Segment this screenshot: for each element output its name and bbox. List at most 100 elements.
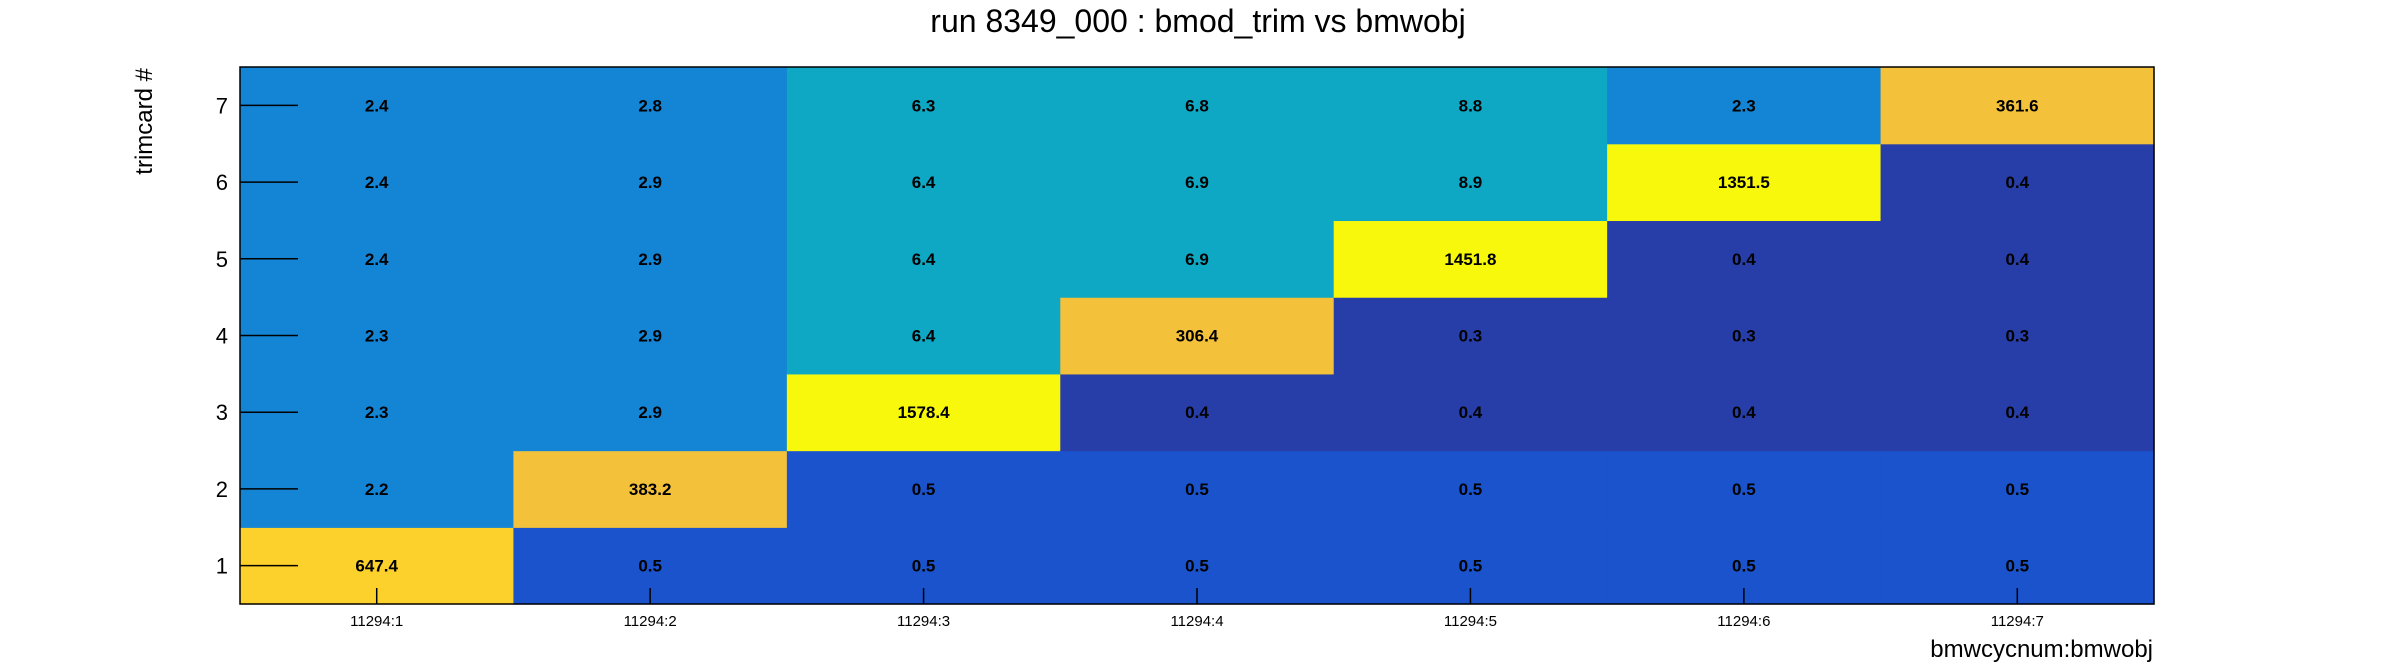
y-tick-label: 7 (216, 93, 228, 118)
heatmap-cell (513, 143, 788, 222)
heatmap-cell (513, 67, 788, 145)
x-tick-label: 11294:7 (1991, 613, 2044, 630)
y-axis-title: trimcard # (131, 67, 158, 174)
cell-value-label: 0.3 (1732, 327, 1756, 346)
cell-value-label: 2.9 (638, 173, 662, 192)
heatmap-cell (1333, 220, 1608, 298)
cell-value-label: 0.5 (1732, 557, 1756, 576)
heatmap-cell (786, 67, 1061, 145)
x-tick-label: 11294:5 (1444, 613, 1497, 630)
cell-value-label: 6.8 (1185, 96, 1209, 115)
heatmap-cell (786, 143, 1061, 222)
heatmap-cell (1333, 67, 1608, 145)
heatmap-cell (1880, 450, 2155, 528)
cell-value-label: 0.4 (1185, 403, 1209, 422)
x-axis-title: bmwcycnum:bmwobj (1930, 636, 2153, 663)
cell-value-label: 0.4 (2005, 173, 2029, 192)
cell-value-label: 6.9 (1185, 250, 1209, 269)
heatmap-cell (1880, 67, 2155, 145)
heatmap-cell (513, 220, 788, 298)
cell-value-label: 0.5 (912, 557, 936, 576)
heatmap-cell (513, 373, 788, 452)
plot-frame (239, 66, 2155, 605)
heatmap-cell (1880, 143, 2155, 222)
cell-value-label: 2.4 (365, 173, 389, 192)
heatmap-cell (1333, 143, 1608, 222)
cell-value-label: 6.3 (912, 96, 936, 115)
heatmap-cell (513, 297, 788, 375)
x-tick-label: 11294:3 (897, 613, 950, 630)
heatmap-cell (1607, 67, 1882, 145)
y-tick-label: 2 (216, 477, 228, 502)
cell-value-label: 6.4 (912, 250, 936, 269)
cell-value-label: 2.3 (365, 327, 389, 346)
heatmap-cell (1060, 373, 1335, 452)
cell-value-label: 0.5 (2005, 480, 2029, 499)
heatmap-cell (1607, 143, 1882, 222)
heatmap-cell (1607, 297, 1882, 375)
cell-value-label: 6.4 (912, 327, 936, 346)
heatmap-cell (1060, 450, 1335, 528)
cell-value-label: 0.3 (1459, 327, 1483, 346)
cell-value-label: 0.4 (1459, 403, 1483, 422)
cell-value-label: 2.2 (365, 480, 389, 499)
heatmap-cell (1060, 67, 1335, 145)
axis-ticks: 1 2 3 4 5 6 7 11294:1 11294:2 11294:3 11294:4 11294… (216, 93, 2044, 630)
cell-value-label: 0.5 (2005, 557, 2029, 576)
heatmap-cell (786, 373, 1061, 452)
y-tick-label: 3 (216, 400, 228, 425)
cell-value-label: 8.9 (1459, 173, 1483, 192)
heatmap-cell (786, 297, 1061, 375)
y-tick-label: 1 (216, 554, 228, 579)
heatmap-cell (513, 450, 788, 528)
x-tick-label: 11294:1 (350, 613, 403, 630)
cell-value-label: 0.5 (638, 557, 662, 576)
heatmap-cell (1607, 220, 1882, 298)
cell-value-label: 1578.4 (898, 403, 951, 422)
heatmap-cell (1333, 450, 1608, 528)
cell-value-label: 0.5 (1185, 557, 1209, 576)
heatmap-cell (786, 220, 1061, 298)
heatmap-cell (1333, 373, 1608, 452)
heatmap-cell (1607, 373, 1882, 452)
heatmap-cell (1060, 143, 1335, 222)
cell-value-label: 2.9 (638, 327, 662, 346)
cell-value-label: 647.4 (355, 557, 398, 576)
x-tick-label: 11294:4 (1170, 613, 1223, 630)
y-tick-label: 4 (216, 324, 228, 349)
cell-value-labels: 647.4 2.2 2.3 2.3 2.4 2.4 2.4 0.5 383.2 2.9 2.9 2.9… (355, 96, 2038, 575)
heatmap-cell (1880, 373, 2155, 452)
cell-value-label: 0.4 (1732, 403, 1756, 422)
cell-value-label: 8.8 (1459, 96, 1483, 115)
cell-value-label: 2.3 (365, 403, 389, 422)
cell-value-label: 0.5 (1185, 480, 1209, 499)
y-tick-label: 6 (216, 170, 228, 195)
cell-value-label: 383.2 (629, 480, 672, 499)
heatmap-cell (1880, 297, 2155, 375)
heatmap-cell (786, 450, 1061, 528)
cell-value-label: 0.5 (1459, 557, 1483, 576)
cell-value-label: 2.9 (638, 403, 662, 422)
x-tick-label: 11294:6 (1717, 613, 1770, 630)
cell-value-label: 6.9 (1185, 173, 1209, 192)
y-tick-label: 5 (216, 247, 228, 272)
cell-value-label: 0.4 (2005, 250, 2029, 269)
cell-value-label: 2.4 (365, 96, 389, 115)
cell-value-label: 6.4 (912, 173, 936, 192)
cell-value-label: 1451.8 (1444, 250, 1496, 269)
cell-value-label: 0.4 (1732, 250, 1756, 269)
cell-value-label: 306.4 (1176, 327, 1219, 346)
cell-value-label: 1351.5 (1718, 173, 1770, 192)
cell-value-label: 2.3 (1732, 96, 1756, 115)
cell-value-label: 0.5 (1732, 480, 1756, 499)
heatmap-cell (1607, 450, 1882, 528)
cell-value-label: 0.3 (2005, 327, 2029, 346)
chart-title: run 8349_000 : bmod_trim vs bmwobj (930, 3, 1465, 39)
heatmap-cell (1060, 297, 1335, 375)
cell-value-label: 361.6 (1996, 96, 2039, 115)
cell-value-label: 0.5 (912, 480, 936, 499)
cell-value-label: 0.5 (1459, 480, 1483, 499)
heatmap-cell (1333, 297, 1608, 375)
heatmap-cell (1060, 220, 1335, 298)
